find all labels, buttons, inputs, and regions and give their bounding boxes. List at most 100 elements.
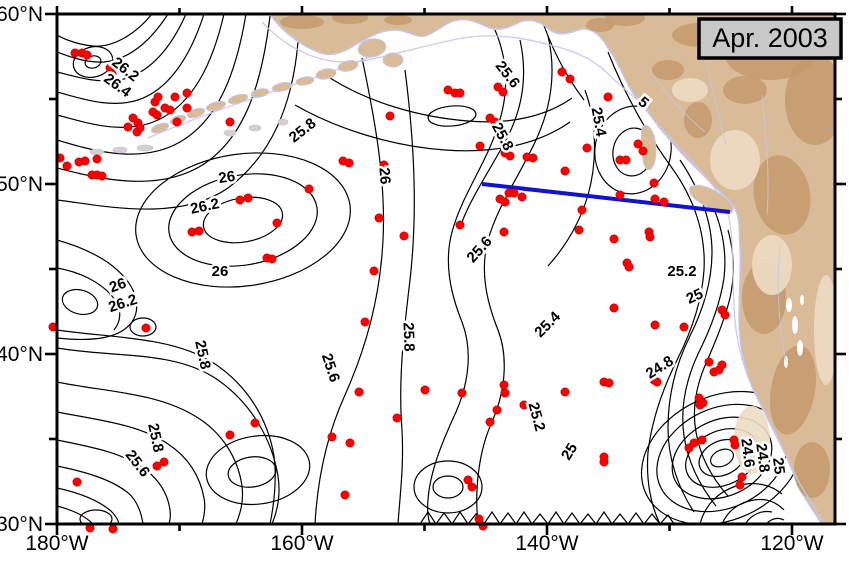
station-dot <box>698 398 708 408</box>
contour-ring <box>227 456 277 488</box>
station-dot <box>354 387 364 397</box>
station-dot <box>250 418 260 428</box>
station-dot <box>633 139 643 149</box>
lowland-shading <box>734 406 770 474</box>
station-dot <box>159 457 169 467</box>
station-dot <box>652 377 662 387</box>
station-dot <box>485 417 495 427</box>
station-dot <box>649 178 659 188</box>
contour-ring <box>427 105 477 127</box>
station-dot <box>498 87 508 97</box>
station-dot <box>369 266 379 276</box>
station-dot <box>704 357 714 367</box>
contour-path <box>419 510 675 524</box>
station-dot <box>609 234 619 244</box>
station-dot <box>152 110 162 120</box>
station-dot <box>560 166 570 176</box>
gray-islet <box>277 118 289 126</box>
mountain-shading <box>794 442 830 498</box>
contour-value-label: 26 <box>212 263 229 280</box>
date-box-label: Apr. 2003 <box>712 23 828 53</box>
station-dot <box>467 482 477 492</box>
station-dot <box>194 226 204 236</box>
station-dot <box>659 197 669 207</box>
contour-ring <box>84 55 102 69</box>
gray-islet <box>248 124 262 132</box>
land-masses <box>89 14 835 524</box>
station-dot <box>379 160 389 170</box>
station-dot <box>374 213 384 223</box>
station-dot <box>499 227 509 237</box>
station-dot <box>599 457 609 467</box>
contour-ring <box>61 288 99 316</box>
station-dot <box>603 92 613 102</box>
station-dot <box>621 155 631 165</box>
contour-path <box>427 29 507 524</box>
station-dot <box>135 123 145 133</box>
contour-path <box>57 329 276 524</box>
station-dot <box>170 92 180 102</box>
mountain-shading <box>723 76 767 104</box>
station-dot <box>500 197 510 207</box>
contour-path <box>397 69 415 524</box>
contour-path <box>57 465 144 524</box>
station-dot <box>650 194 660 204</box>
aleutian-island <box>315 68 337 80</box>
station-dot <box>638 146 648 156</box>
date-box: Apr. 2003 <box>697 17 843 60</box>
station-dot <box>272 218 282 228</box>
contour-lines <box>57 14 804 524</box>
river-line <box>649 69 706 133</box>
contour-ring <box>432 475 464 499</box>
contour-path <box>461 39 525 223</box>
line-p-transect <box>481 182 731 214</box>
station-dot <box>152 461 162 471</box>
longitude-label: 160°W <box>270 532 333 555</box>
station-dot <box>165 105 175 115</box>
station-dot <box>455 220 465 230</box>
aleutian-island <box>227 93 249 105</box>
station-dot <box>492 405 502 415</box>
shelf-outline <box>261 21 651 113</box>
station-dot <box>717 360 727 370</box>
river-line <box>761 94 769 216</box>
station-dot <box>577 205 587 215</box>
aleutian-island <box>186 107 206 119</box>
contour-path <box>57 14 225 128</box>
lowland-shading <box>710 130 760 190</box>
contour-ring <box>72 46 114 78</box>
transect-line <box>481 182 731 214</box>
contour-path <box>57 14 153 47</box>
contour-path <box>476 35 553 524</box>
station-dot <box>505 151 515 161</box>
contour-value-label: 26 <box>217 168 236 187</box>
longitude-label: 120°W <box>760 532 823 555</box>
mountain-shading <box>280 15 324 29</box>
snow-patch <box>786 298 792 312</box>
station-dot <box>385 111 395 121</box>
station-dot <box>235 195 245 205</box>
contour-path <box>57 14 205 104</box>
contour-path <box>57 347 280 524</box>
station-dot <box>735 480 745 490</box>
station-dot <box>345 438 355 448</box>
contour-ring <box>710 448 734 468</box>
lowland-shading <box>672 78 708 102</box>
latitude-label: 50°N <box>0 173 43 196</box>
station-dot <box>82 50 92 60</box>
station-dot <box>697 435 707 445</box>
mountain-shading <box>586 18 614 32</box>
station-dot <box>141 323 151 333</box>
station-dot <box>182 88 192 98</box>
station-dot <box>517 192 527 202</box>
station-dot <box>645 232 655 242</box>
latitude-label: 60°N <box>0 3 43 26</box>
station-dot <box>582 143 592 153</box>
station-dot <box>80 156 90 166</box>
station-dot <box>624 262 634 272</box>
contour-path <box>744 510 773 524</box>
station-dot <box>528 153 538 163</box>
station-dot <box>340 490 350 500</box>
contour-path <box>721 498 785 524</box>
